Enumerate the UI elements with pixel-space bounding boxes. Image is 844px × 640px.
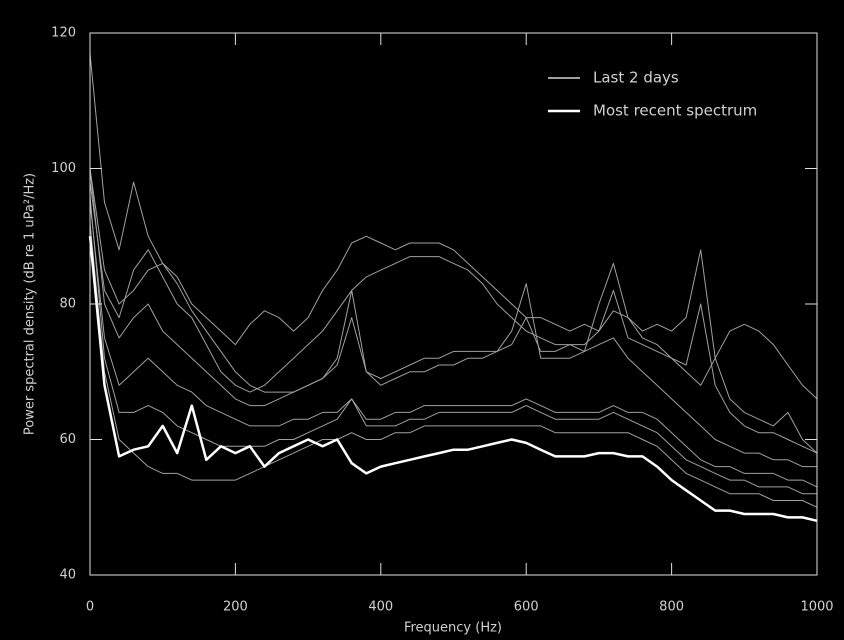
spectrum-line — [89, 168, 818, 454]
x-tick-label: 200 — [223, 600, 248, 615]
spectrum-line — [89, 168, 818, 454]
y-tick-label: 60 — [59, 432, 76, 447]
spectrum-line — [88, 236, 818, 523]
x-axis-label: Frequency (Hz) — [404, 621, 502, 636]
y-tick-label: 40 — [59, 568, 76, 583]
spectrum-line — [89, 202, 818, 488]
y-axis-label: Power spectral density (dB re 1 uPa²/Hz) — [23, 173, 38, 435]
legend-label: Most recent spectrum — [593, 102, 757, 120]
y-tick-label: 120 — [51, 26, 76, 41]
legend-label: Last 2 days — [593, 69, 679, 87]
x-tick-label: 0 — [86, 600, 94, 615]
spectrum-line — [89, 222, 818, 508]
x-tick-label: 400 — [368, 600, 393, 615]
x-tick-label: 600 — [514, 600, 539, 615]
x-tick-label: 800 — [659, 600, 684, 615]
spectrum-line — [89, 182, 817, 468]
y-tick-label: 100 — [51, 161, 76, 176]
y-tick-label: 80 — [59, 297, 76, 312]
x-tick-label: 1000 — [800, 600, 833, 615]
spectrum-line — [89, 53, 818, 400]
spectrum-line — [89, 195, 817, 495]
